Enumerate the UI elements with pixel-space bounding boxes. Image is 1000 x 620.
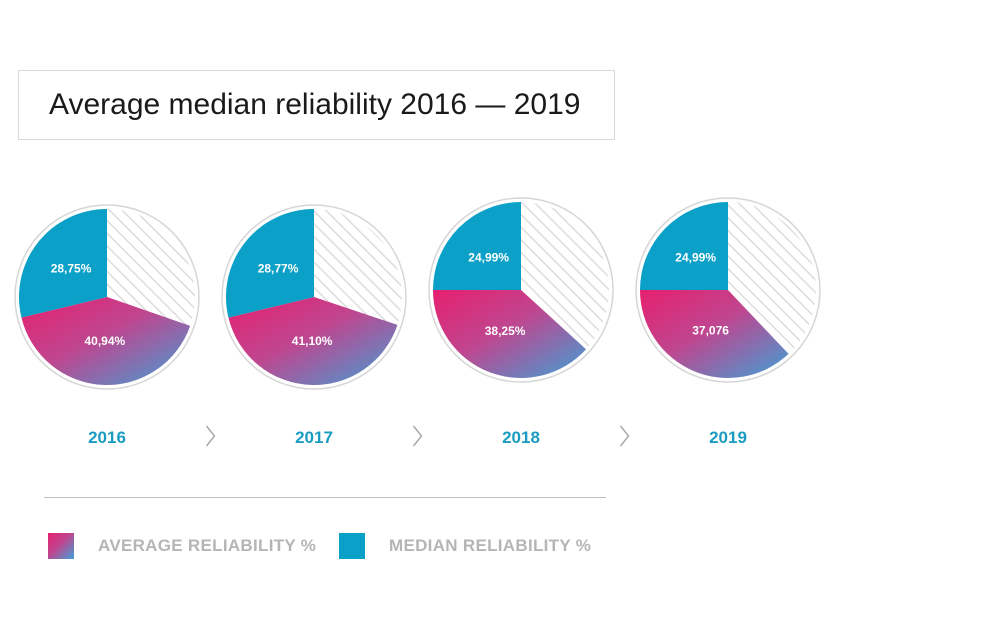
legend-average: AVERAGE RELIABILITY % [48, 533, 316, 559]
year-label-2016: 2016 [88, 428, 126, 447]
legend-divider [44, 497, 606, 498]
legend-label-median: MEDIAN RELIABILITY % [389, 536, 592, 555]
chart-title: Average median reliability 2016 — 2019 [49, 88, 581, 121]
pie-2018-average-label: 38,25% [485, 324, 526, 338]
legend-median: MEDIAN RELIABILITY % [339, 533, 591, 559]
pie-2019-median-label: 24,99% [675, 251, 716, 265]
pie-2017-median-label: 28,77% [258, 262, 299, 276]
pie-2016-average-slice [21, 297, 191, 386]
pie-2016-median-slice [18, 209, 107, 318]
pie-2018-median-label: 24,99% [468, 251, 509, 265]
chevron-right-icon [619, 425, 630, 447]
pie-2017: 28,77% 41,10% 2017 [221, 204, 407, 447]
year-label-2017: 2017 [295, 428, 333, 447]
legend-swatch-average [48, 533, 74, 559]
pie-2019: 24,99% 37,076 2019 [635, 197, 821, 447]
year-label-2019: 2019 [709, 428, 747, 447]
chevron-right-icon [205, 425, 216, 447]
pie-2018-median-slice [433, 202, 521, 290]
pie-2017-average-slice [228, 297, 398, 385]
legend-label-average: AVERAGE RELIABILITY % [98, 536, 317, 555]
pie-2017-median-slice [226, 209, 314, 318]
chevron-right-icon [412, 425, 423, 447]
pie-2017-average-label: 41,10% [292, 334, 333, 348]
pie-2016-median-label: 28,75% [51, 262, 92, 276]
year-label-2018: 2018 [502, 428, 540, 447]
pie-2019-average-label: 37,076 [692, 323, 729, 337]
pie-2018-average-slice [433, 289, 587, 379]
pie-2019-average-slice [639, 289, 789, 378]
pie-2019-median-slice [640, 202, 728, 290]
chart-title-box: Average median reliability 2016 — 2019 [18, 70, 615, 140]
legend-swatch-median [339, 533, 365, 559]
pie-2016: 28,75% 40,94% 2016 [14, 204, 200, 447]
pie-2016-average-label: 40,94% [84, 334, 125, 348]
pie-2018: 24,99% 38,25% 2018 [428, 197, 614, 447]
